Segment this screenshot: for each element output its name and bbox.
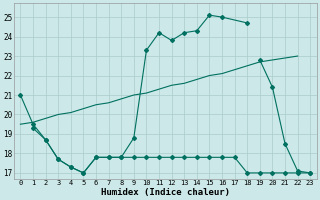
X-axis label: Humidex (Indice chaleur): Humidex (Indice chaleur) xyxy=(101,188,230,197)
